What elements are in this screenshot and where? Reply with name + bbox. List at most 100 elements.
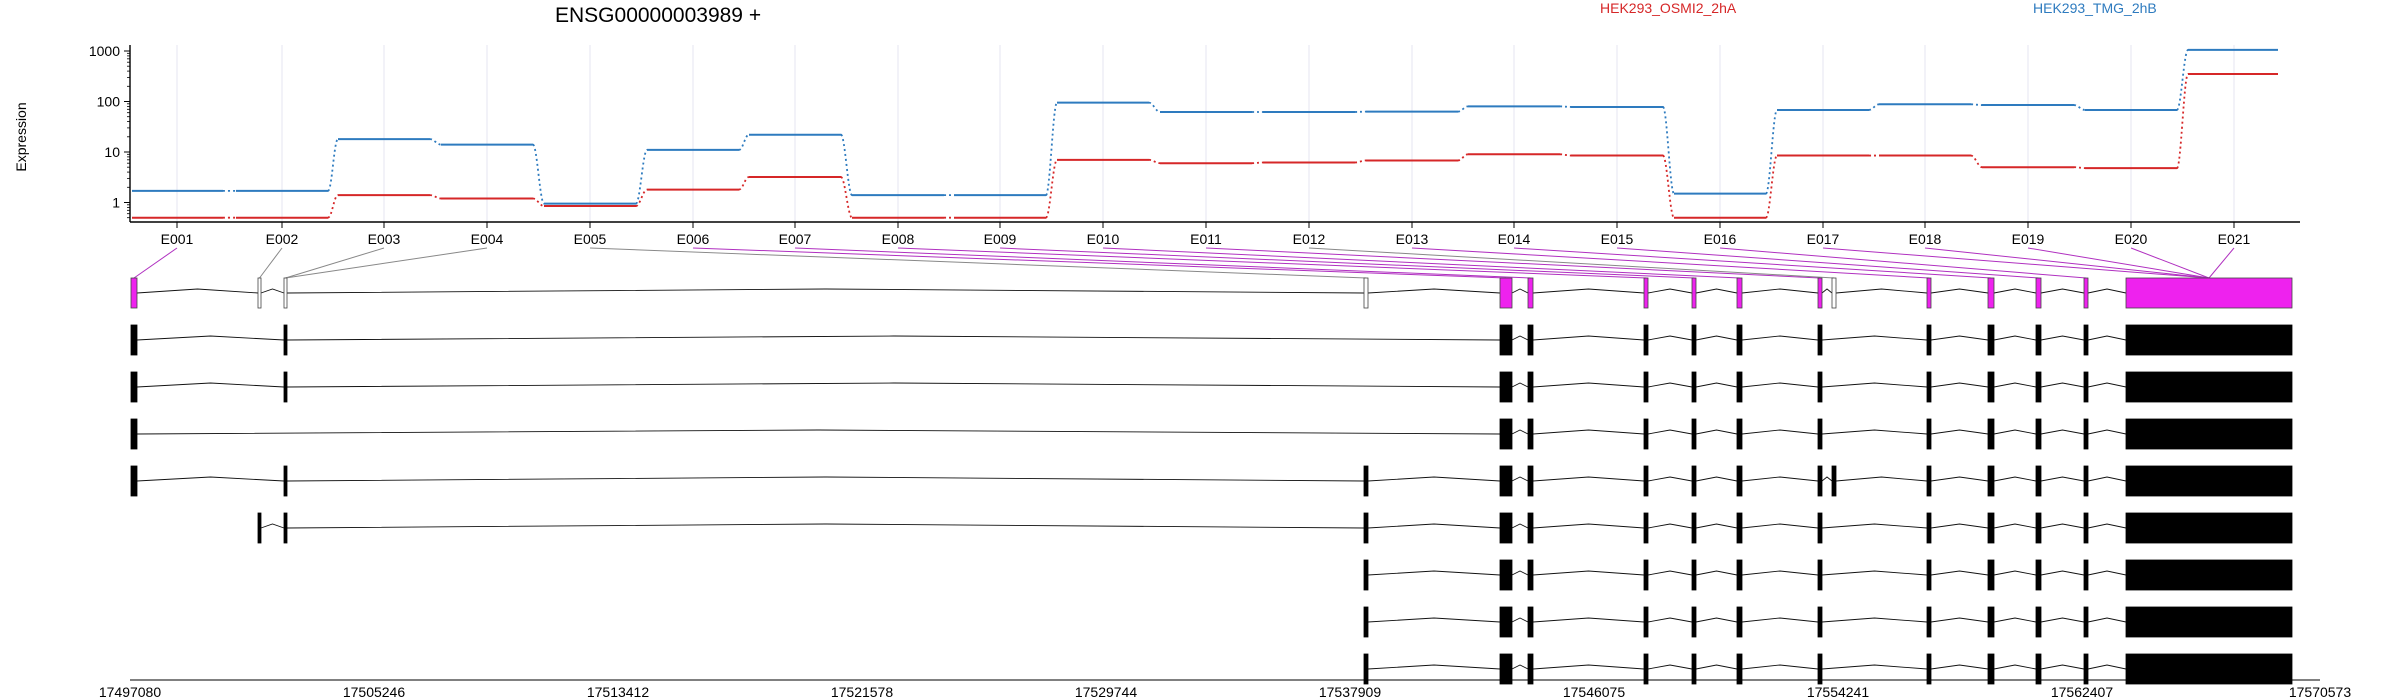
series-1-connector [2176, 73, 2189, 169]
exon-block [1527, 277, 1534, 309]
exon-block [2125, 324, 2293, 356]
exon-block [1643, 559, 1649, 591]
series-2-connector [1457, 105, 1469, 113]
exon-connector [1513, 247, 1992, 279]
intron [1930, 288, 1989, 294]
series-1-connector [1148, 158, 1161, 165]
exon-block [1831, 277, 1837, 309]
intron [2087, 382, 2127, 388]
exon-block [1736, 653, 1743, 685]
exon-block [130, 277, 138, 309]
exon-block [1736, 277, 1743, 309]
intron [1741, 523, 1819, 529]
exon-block [130, 418, 138, 450]
intron [1367, 617, 1501, 623]
exon-block [1643, 418, 1649, 450]
transcript-track [130, 324, 2293, 356]
intron [286, 288, 1365, 294]
exon-block [1987, 465, 1995, 497]
exon-connector [1719, 247, 2087, 279]
intron [2087, 429, 2127, 435]
series-2-connector [327, 138, 339, 192]
exon-block [1691, 512, 1697, 544]
series-lines [132, 48, 2278, 219]
x-tick-label: E009 [984, 231, 1017, 247]
exon-block [1926, 371, 1932, 403]
x-tick-label: E004 [471, 231, 504, 247]
x-tick-label: E019 [2012, 231, 2045, 247]
intron [2040, 429, 2085, 435]
exon-block [1527, 606, 1534, 638]
intron [1647, 664, 1693, 670]
x-tick-label: E017 [1807, 231, 1840, 247]
exon-block [130, 324, 138, 356]
coordinate-label: 17570573 [2289, 684, 2352, 700]
intron [1532, 288, 1645, 294]
exon-connector [2027, 247, 2210, 279]
x-tick-label: E002 [266, 231, 299, 247]
exon-block [1987, 371, 1995, 403]
intron [1835, 288, 1928, 294]
exon-block [1643, 371, 1649, 403]
intron [1821, 617, 1928, 623]
series-1-connector [1354, 159, 1367, 164]
intron [1930, 335, 1989, 341]
exon-block [1691, 559, 1697, 591]
intron [286, 476, 1365, 482]
genomic-coordinates: 17497080 17505246 17513412 17521578 17529744… [99, 684, 2352, 700]
exon-block [1926, 324, 1932, 356]
series-2-connector [840, 133, 853, 197]
series-2-connector [635, 149, 648, 205]
exon-block [1817, 371, 1823, 403]
transcript-track [130, 418, 2293, 450]
intron [1695, 523, 1738, 529]
exon-block [2125, 277, 2293, 309]
intron [136, 382, 285, 388]
intron [1741, 664, 1819, 670]
intron [1532, 617, 1645, 623]
x-tick-label: E016 [1704, 231, 1737, 247]
intron [1821, 523, 1928, 529]
exon-block [1736, 559, 1743, 591]
intron [2040, 523, 2085, 529]
intron [1647, 288, 1693, 294]
intron [1695, 288, 1738, 294]
x-tick-label: E021 [2218, 231, 2251, 247]
exon-block [1691, 324, 1697, 356]
exon-block [1736, 324, 1743, 356]
intron [136, 335, 285, 341]
intron [1993, 429, 2037, 435]
exon-block [1691, 653, 1697, 685]
intron [1511, 476, 1529, 482]
intron [1511, 523, 1529, 529]
exon-block [1499, 418, 1513, 450]
exon-block [283, 512, 288, 544]
exon-block [2083, 512, 2089, 544]
axes [129, 45, 2300, 223]
series-1-connector [1662, 154, 1675, 219]
intron [1367, 288, 1501, 294]
grid-lines [176, 45, 2235, 222]
series-2-connector [2176, 49, 2189, 111]
intron [1930, 382, 1989, 388]
exon-block [1817, 559, 1823, 591]
exon-block [2125, 465, 2293, 497]
exon-block [1691, 606, 1697, 638]
intron [1511, 382, 1529, 388]
exon-block [1987, 559, 1995, 591]
coordinate-label: 17562407 [2051, 684, 2114, 700]
intron [1993, 335, 2037, 341]
series-1-connector [635, 188, 648, 207]
series-1-connector [1251, 161, 1264, 165]
exon-connector [259, 247, 283, 279]
exon-block [1736, 512, 1743, 544]
intron [1741, 476, 1819, 482]
exon-connector [285, 247, 488, 279]
series-2-connector [1148, 101, 1161, 113]
intron [2087, 476, 2127, 482]
coordinate-label: 17537909 [1319, 684, 1382, 700]
x-tick-label: E010 [1087, 231, 1120, 247]
exon-block [1527, 418, 1534, 450]
exon-block [2125, 653, 2293, 685]
